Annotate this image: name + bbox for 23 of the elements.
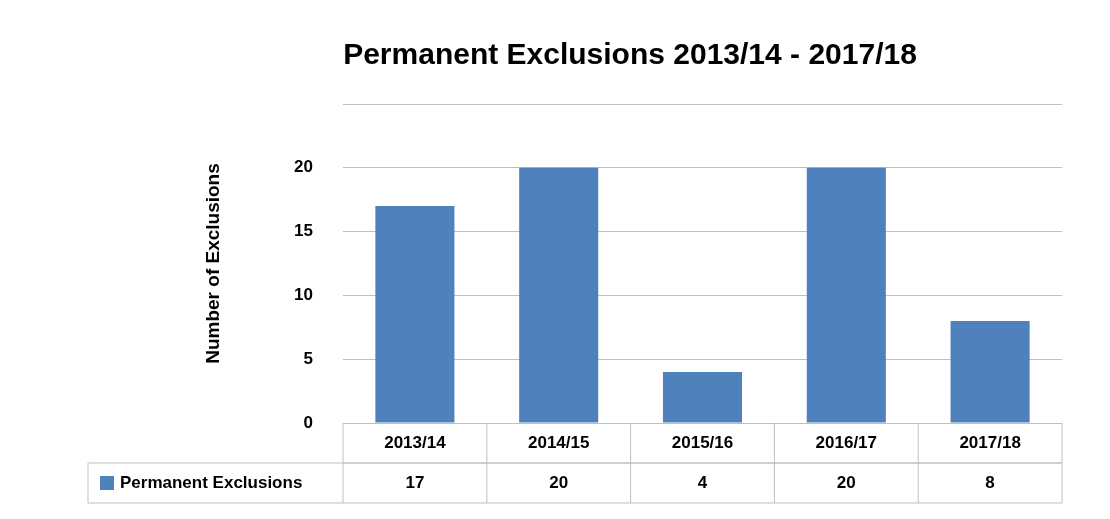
y-tick-label: 10 xyxy=(294,285,313,305)
x-tick-label: 2014/15 xyxy=(527,432,590,452)
bar xyxy=(950,320,1030,423)
y-tick-label: 20 xyxy=(294,157,313,177)
y-axis-title: Number of Exclusions xyxy=(201,163,223,364)
bar xyxy=(375,206,455,423)
data-label: 4 xyxy=(697,472,708,492)
y-tick-label: 0 xyxy=(303,412,313,432)
bar xyxy=(806,167,886,423)
data-label: 20 xyxy=(836,472,856,492)
bar xyxy=(519,167,599,423)
y-tick-label: 15 xyxy=(294,221,313,241)
y-tick-label: 5 xyxy=(303,348,313,368)
x-tick-label: 2017/18 xyxy=(959,432,1021,452)
data-label: 8 xyxy=(985,472,995,492)
data-label: 20 xyxy=(549,472,569,492)
x-tick-label: 2015/16 xyxy=(671,432,734,452)
data-label: 17 xyxy=(405,472,425,492)
x-tick-label: 2016/17 xyxy=(815,432,878,452)
chart-title: Permanent Exclusions 2013/14 - 2017/18 xyxy=(343,37,917,71)
legend-label: Permanent Exclusions xyxy=(120,472,303,492)
bar xyxy=(662,371,743,423)
x-tick-label: 2013/14 xyxy=(384,432,447,452)
